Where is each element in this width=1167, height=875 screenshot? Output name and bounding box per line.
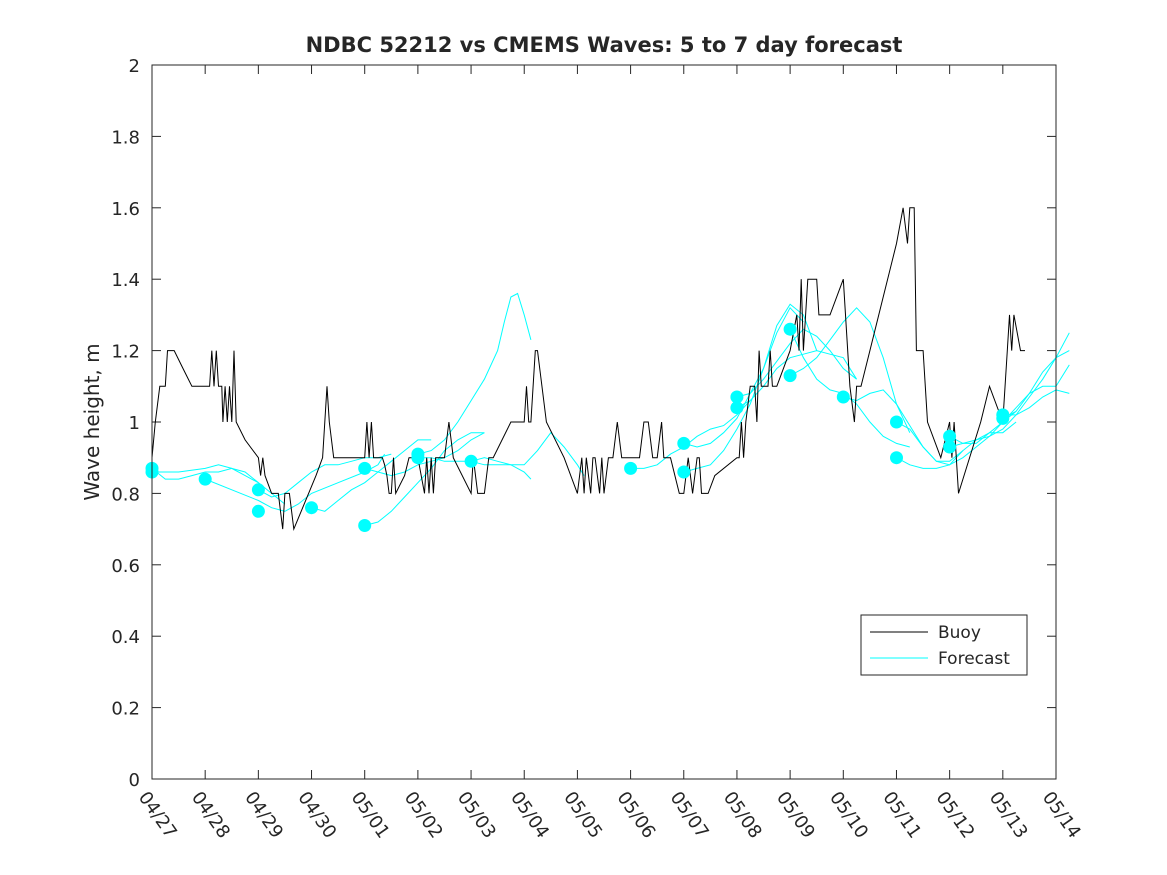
y-tick-label: 2	[129, 56, 140, 77]
forecast-line	[470, 431, 585, 476]
forecast-line	[364, 432, 485, 477]
forecast-marker	[890, 415, 903, 429]
legend-forecast-label: Forecast	[938, 649, 1010, 669]
legend: Buoy Forecast	[860, 614, 1028, 676]
forecast-line	[843, 389, 964, 466]
forecast-line	[630, 400, 751, 469]
y-tick-label: 0.4	[111, 627, 140, 648]
forecast-line	[417, 457, 532, 480]
y-tick-label: 1.8	[111, 127, 140, 148]
forecast-line	[152, 464, 286, 505]
forecast-marker	[624, 461, 638, 475]
y-tick-label: 0.8	[111, 484, 140, 505]
forecast-line	[417, 292, 532, 455]
forecast-line	[683, 303, 818, 473]
y-tick-label: 1.4	[111, 270, 140, 291]
forecast-marker	[730, 401, 744, 415]
buoy-line	[151, 207, 1025, 532]
forecast-line	[683, 306, 804, 448]
forecast-marker	[198, 472, 212, 486]
chart-title: NDBC 52212 vs CMEMS Waves: 5 to 7 day fo…	[306, 33, 903, 57]
forecast-marker	[677, 436, 691, 450]
forecast-line	[1002, 350, 1070, 419]
y-tick-label: 1.2	[111, 342, 140, 363]
forecast-marker	[730, 390, 744, 404]
forecast-marker	[411, 451, 425, 465]
plot-frame	[151, 64, 1057, 780]
forecast-line	[736, 350, 858, 409]
forecast-marker	[251, 483, 265, 497]
forecast-line	[949, 332, 1070, 448]
forecast-marker	[996, 411, 1010, 425]
series-layer	[145, 207, 1070, 532]
forecast-marker	[943, 429, 957, 443]
forecast-marker	[305, 501, 318, 515]
forecast-marker	[358, 461, 372, 475]
forecast-marker	[783, 369, 797, 383]
y-axis-label: Wave height, m	[80, 343, 104, 500]
forecast-line	[364, 432, 485, 526]
legend-buoy-label: Buoy	[938, 623, 981, 643]
forecast-line	[736, 328, 857, 398]
legend-box	[860, 614, 1028, 676]
y-axis-ticks: 0 0.2 0.4 0.6 0.8 1 1.2 1.4 1.6 1.8 2	[111, 56, 1056, 791]
forecast-marker	[890, 451, 903, 465]
forecast-marker	[251, 504, 265, 518]
forecast-line	[789, 307, 911, 433]
forecast-line	[151, 467, 259, 484]
forecast-line	[311, 439, 432, 512]
forecast-marker	[358, 519, 372, 532]
forecast-marker	[783, 322, 797, 336]
y-tick-label: 0	[129, 770, 140, 791]
y-tick-label: 1.6	[111, 199, 140, 220]
y-tick-label: 0.2	[111, 699, 140, 720]
y-tick-label: 1	[129, 413, 140, 434]
forecast-line	[1002, 389, 1070, 416]
forecast-marker	[464, 454, 478, 468]
forecast-marker	[836, 390, 850, 404]
forecast-marker	[943, 440, 957, 454]
forecast-marker	[677, 465, 691, 479]
y-tick-label: 0.6	[111, 556, 140, 577]
